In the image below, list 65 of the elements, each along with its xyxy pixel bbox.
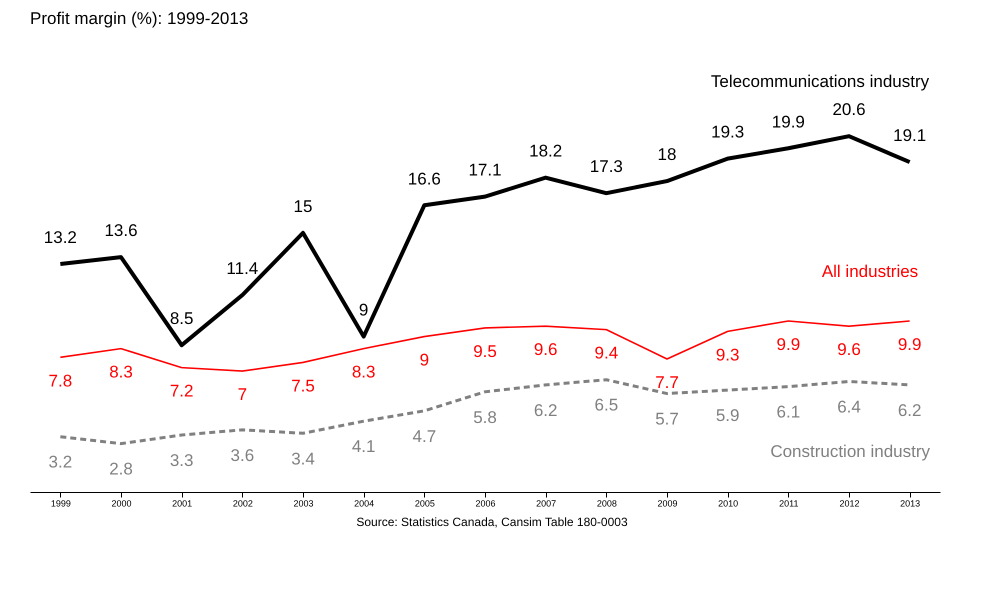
text: Telecommunications industry bbox=[710, 72, 930, 91]
data-label: 2.8 bbox=[109, 460, 133, 479]
data-label: 18 bbox=[658, 145, 676, 164]
data-label: 5.7 bbox=[655, 410, 679, 429]
data-label: 6.4 bbox=[837, 397, 861, 416]
data-label: 7.8 bbox=[48, 371, 72, 390]
data-label: 9.6 bbox=[837, 340, 861, 360]
text: Construction industry bbox=[770, 442, 930, 461]
data-label: 5.9 bbox=[716, 406, 740, 426]
data-label: 19.9 bbox=[772, 112, 805, 132]
data-label: 17.1 bbox=[468, 160, 502, 180]
data-label: 3.3 bbox=[170, 451, 194, 470]
data-label: 5.8 bbox=[473, 408, 497, 427]
chart-title: Profit margin (%): 1999-2013 bbox=[30, 9, 248, 28]
data-label: 11.4 bbox=[226, 259, 258, 278]
x-tick-label: 2011 bbox=[779, 498, 799, 508]
x-tick-label: 2001 bbox=[172, 498, 192, 508]
data-label: 20.6 bbox=[832, 100, 866, 120]
data-label: 9.5 bbox=[473, 342, 497, 361]
x-tick-label: 2003 bbox=[293, 498, 314, 508]
data-label: 3.2 bbox=[48, 452, 72, 472]
x-tick-label: 2008 bbox=[596, 498, 617, 508]
data-label: 9 bbox=[358, 300, 368, 320]
data-label: 7.7 bbox=[655, 373, 679, 392]
data-label: 3.4 bbox=[291, 449, 315, 468]
data-label: 15 bbox=[294, 196, 312, 216]
data-label: 4.1 bbox=[352, 437, 376, 456]
data-label: 6.1 bbox=[776, 402, 800, 422]
data-label: 8.3 bbox=[109, 362, 133, 382]
data-label: 9 bbox=[420, 350, 430, 370]
data-label: 6.5 bbox=[594, 396, 618, 415]
x-tick-label: 2010 bbox=[718, 498, 738, 508]
data-label: 9.9 bbox=[776, 335, 800, 354]
data-label: 16.6 bbox=[408, 169, 441, 188]
x-tick-label: 1999 bbox=[50, 498, 71, 508]
data-label: 7.2 bbox=[170, 382, 194, 401]
x-tick-label: 2009 bbox=[657, 498, 678, 508]
x-tick-label: 2007 bbox=[536, 498, 556, 508]
text: All industries bbox=[822, 262, 918, 281]
data-label: 17.3 bbox=[590, 157, 623, 176]
data-label: 9.9 bbox=[898, 335, 922, 354]
data-label: 7 bbox=[238, 385, 248, 404]
data-label: 13.6 bbox=[104, 221, 138, 240]
data-label: 13.2 bbox=[44, 228, 77, 247]
data-label: 3.6 bbox=[230, 446, 254, 465]
x-tick-label: 2013 bbox=[900, 498, 920, 508]
source-note: Source: Statistics Canada, Cansim Table 180-0003 bbox=[355, 515, 629, 529]
data-label: 6.2 bbox=[898, 400, 922, 420]
data-label: 8.5 bbox=[170, 309, 194, 328]
x-tick-label: 2006 bbox=[475, 498, 496, 508]
data-label: 7.5 bbox=[291, 376, 315, 396]
x-tick-label: 2004 bbox=[354, 498, 374, 508]
data-label: 9.3 bbox=[716, 345, 740, 364]
data-label: 19.3 bbox=[711, 122, 744, 142]
data-label: 9.4 bbox=[594, 344, 618, 363]
x-tick-label: 2000 bbox=[111, 498, 132, 508]
x-tick-label: 2005 bbox=[414, 498, 435, 508]
data-label: 6.2 bbox=[534, 400, 558, 420]
data-label: 8.3 bbox=[352, 362, 376, 382]
x-tick-label: 2002 bbox=[232, 498, 253, 508]
data-label: 18.2 bbox=[529, 142, 562, 161]
data-label: 4.7 bbox=[412, 426, 436, 446]
x-tick-label: 2012 bbox=[839, 498, 860, 508]
data-label: 9.6 bbox=[534, 340, 558, 360]
data-label: 19.1 bbox=[893, 126, 926, 146]
